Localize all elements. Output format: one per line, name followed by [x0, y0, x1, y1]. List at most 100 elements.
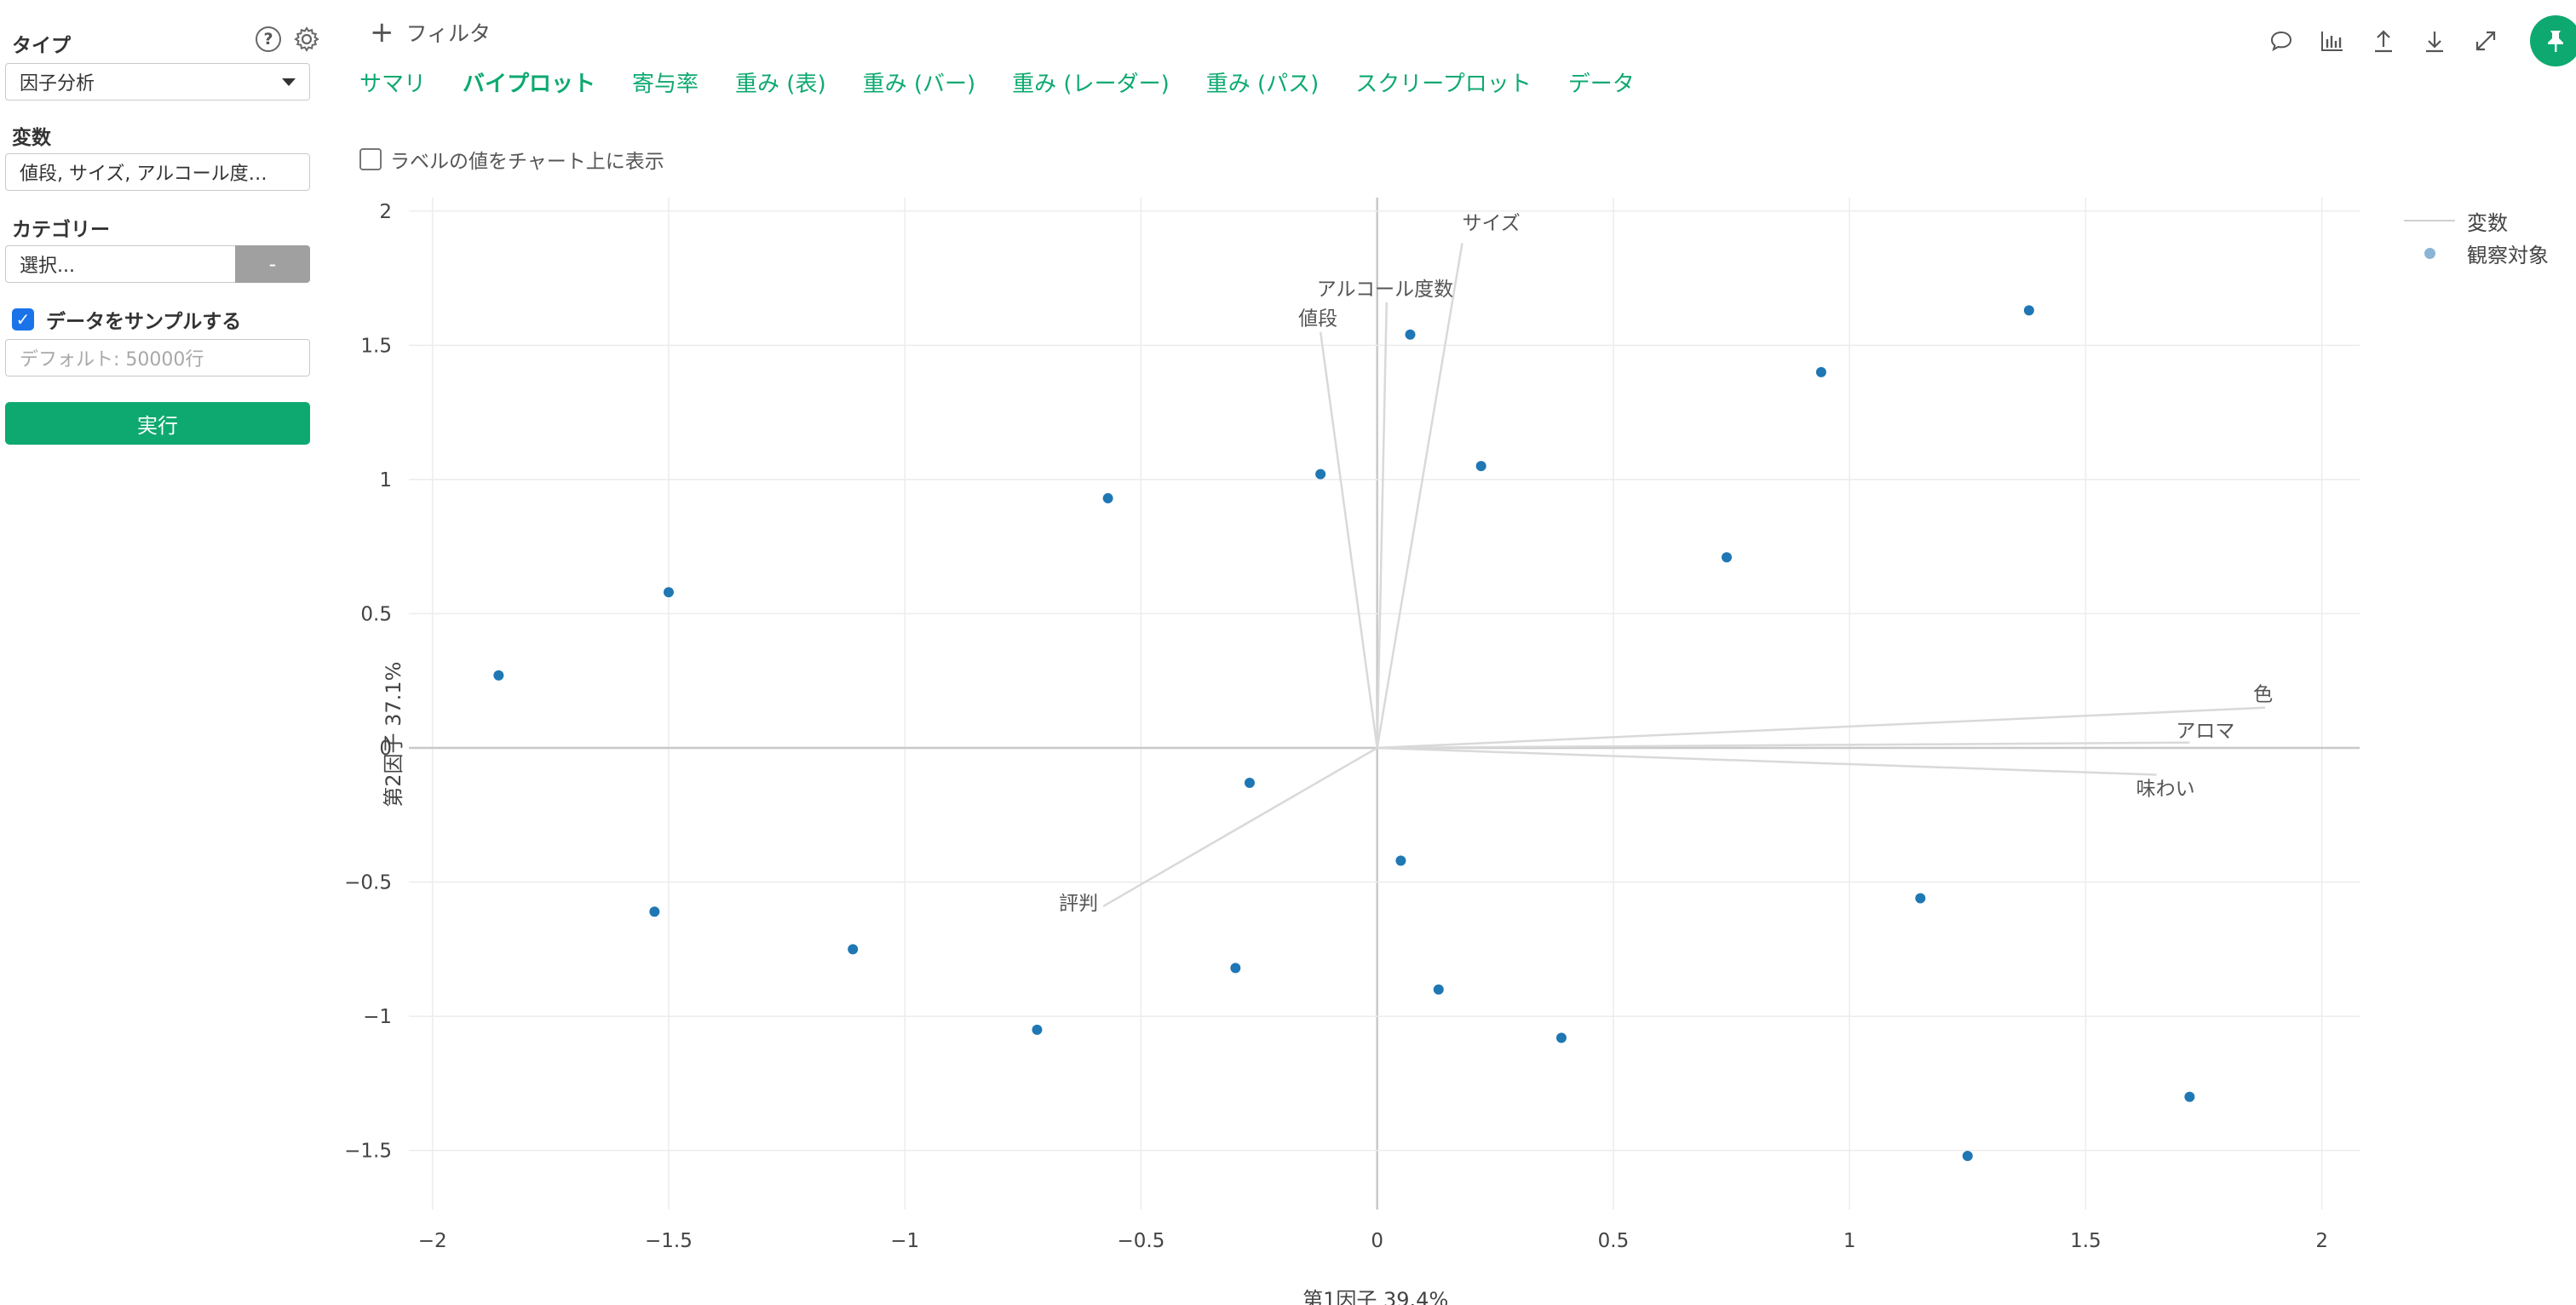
observation-point [1102, 492, 1113, 503]
tab-biplot[interactable]: バイプロット [463, 72, 596, 97]
variable-vector-label: 味わい [2136, 779, 2195, 801]
variable-vector-label: 色 [2253, 684, 2273, 706]
observation-point [1032, 1024, 1043, 1035]
x-tick-label: −0.5 [1118, 1230, 1165, 1252]
x-tick-label: 0 [1371, 1230, 1383, 1252]
observation-point [1244, 777, 1255, 788]
observation-point [1721, 552, 1732, 563]
sample-checkbox[interactable]: ✓ [12, 308, 34, 331]
category-clear-button[interactable]: - [235, 245, 310, 283]
tab-summary[interactable]: サマリ [359, 72, 427, 97]
x-tick-label: 0.5 [1598, 1230, 1630, 1252]
sample-row: ✓ データをサンプルする [12, 305, 241, 334]
x-tick-label: −1 [890, 1230, 919, 1252]
y-tick-label: −0.5 [344, 872, 392, 894]
variable-vector [1377, 741, 2190, 750]
variable-vector [1319, 331, 1378, 749]
comment-icon[interactable] [2256, 24, 2307, 58]
y-tick-label: 1.5 [360, 335, 392, 357]
observation-point [2023, 305, 2034, 316]
y-tick-label: 1 [379, 469, 392, 492]
observation-point [663, 587, 674, 598]
variable-vector-label: アルコール度数 [1317, 279, 1453, 301]
x-tick-label: 1.5 [2070, 1230, 2102, 1252]
category-row: 選択... - [5, 245, 310, 283]
legend-dot-swatch [2404, 247, 2455, 259]
tab-scree-plot[interactable]: スクリープロット [1355, 72, 1532, 97]
x-tick-label: 2 [2315, 1230, 2328, 1252]
upload-icon[interactable] [2358, 24, 2409, 58]
variables-input-value: 値段, サイズ, アルコール度… [20, 164, 267, 185]
x-tick-label: −2 [418, 1230, 447, 1252]
tab-loadings-table[interactable]: 重み (表) [735, 72, 826, 97]
type-select[interactable]: 因子分析 [5, 63, 310, 101]
observation-point [1475, 461, 1486, 472]
observation-point [1315, 469, 1326, 480]
tab-data[interactable]: データ [1567, 72, 1635, 97]
legend-line-swatch [2404, 220, 2455, 221]
expand-icon[interactable] [2460, 24, 2511, 58]
download-icon[interactable] [2409, 24, 2460, 58]
variable-vector-label: サイズ [1462, 213, 1520, 235]
variables-label: 変数 [12, 127, 51, 149]
x-tick-label: 1 [1843, 1230, 1856, 1252]
run-button[interactable]: 実行 [5, 402, 310, 445]
observation-point [1555, 1032, 1567, 1043]
category-select-value: 選択... [20, 256, 75, 277]
variable-vector [1377, 746, 2157, 776]
observation-point [848, 944, 859, 955]
observation-point [1915, 893, 1926, 904]
y-tick-label: −1 [363, 1006, 392, 1028]
show-labels-option[interactable]: ラベルの値をチャート上に表示 [359, 145, 664, 174]
chart-icon[interactable] [2307, 24, 2358, 58]
tab-loadings-radar[interactable]: 重み (レーダー) [1012, 72, 1170, 97]
observation-point [2184, 1091, 2195, 1102]
help-icon[interactable]: ? [256, 26, 281, 52]
tab-loadings-bar[interactable]: 重み (バー) [862, 72, 976, 97]
legend-item-variables[interactable]: 変数 [2404, 204, 2549, 237]
y-tick-label: 2 [379, 201, 392, 223]
y-tick-label: 0 [379, 738, 392, 760]
plus-icon: + [370, 15, 394, 49]
x-tick-label: −1.5 [645, 1230, 693, 1252]
category-label: カテゴリー [12, 219, 110, 241]
filter-label: フィルタ [405, 21, 492, 46]
variables-input[interactable]: 値段, サイズ, アルコール度… [5, 153, 310, 191]
chart-legend: 変数 観察対象 [2404, 204, 2549, 269]
toolbar [2256, 15, 2576, 66]
type-select-value: 因子分析 [20, 73, 95, 95]
sample-label: データをサンプルする [46, 311, 242, 333]
show-labels-label: ラベルの値をチャート上に表示 [390, 151, 664, 173]
category-select[interactable]: 選択... [5, 245, 235, 283]
variable-vector-label: 値段 [1298, 308, 1337, 331]
y-tick-label: −1.5 [344, 1141, 392, 1163]
sidebar: タイプ ? 因子分析 変数 値段, サイズ, アルコール度… カテゴリー 選択.… [0, 0, 320, 1305]
observation-point [1230, 963, 1241, 974]
x-axis-title: 第1因子 39.4% [1302, 1288, 1448, 1305]
tab-loadings-path[interactable]: 重み (パス) [1205, 72, 1320, 97]
variable-vector [1376, 243, 1463, 749]
observation-point [1815, 366, 1826, 377]
y-tick-label: 0.5 [360, 603, 392, 625]
legend-item-observations[interactable]: 観察対象 [2404, 237, 2549, 269]
filter-button[interactable]: + フィルタ [370, 17, 491, 48]
variable-vector-label: 評判 [1059, 893, 1098, 915]
observation-point [1433, 984, 1444, 995]
tab-contribution[interactable]: 寄与率 [632, 72, 699, 97]
observation-point [1962, 1150, 1973, 1161]
pin-icon[interactable] [2530, 15, 2576, 66]
sample-size-placeholder: デフォルト: 50000行 [20, 349, 204, 371]
show-labels-checkbox[interactable] [359, 148, 382, 170]
caret-down-icon [282, 78, 296, 86]
variable-vector [1102, 746, 1378, 907]
sidebar-icons: ? [256, 26, 320, 53]
sample-size-input[interactable]: デフォルト: 50000行 [5, 339, 310, 377]
observation-point [1395, 855, 1406, 866]
observation-point [1405, 329, 1416, 340]
gear-icon[interactable] [293, 26, 320, 53]
variable-vector [1376, 302, 1389, 749]
observation-point [493, 670, 504, 681]
y-axis-title: 第2因子 37.1% [382, 662, 405, 808]
tab-bar: サマリ バイプロット 寄与率 重み (表) 重み (バー) 重み (レーダー) … [359, 66, 1671, 98]
